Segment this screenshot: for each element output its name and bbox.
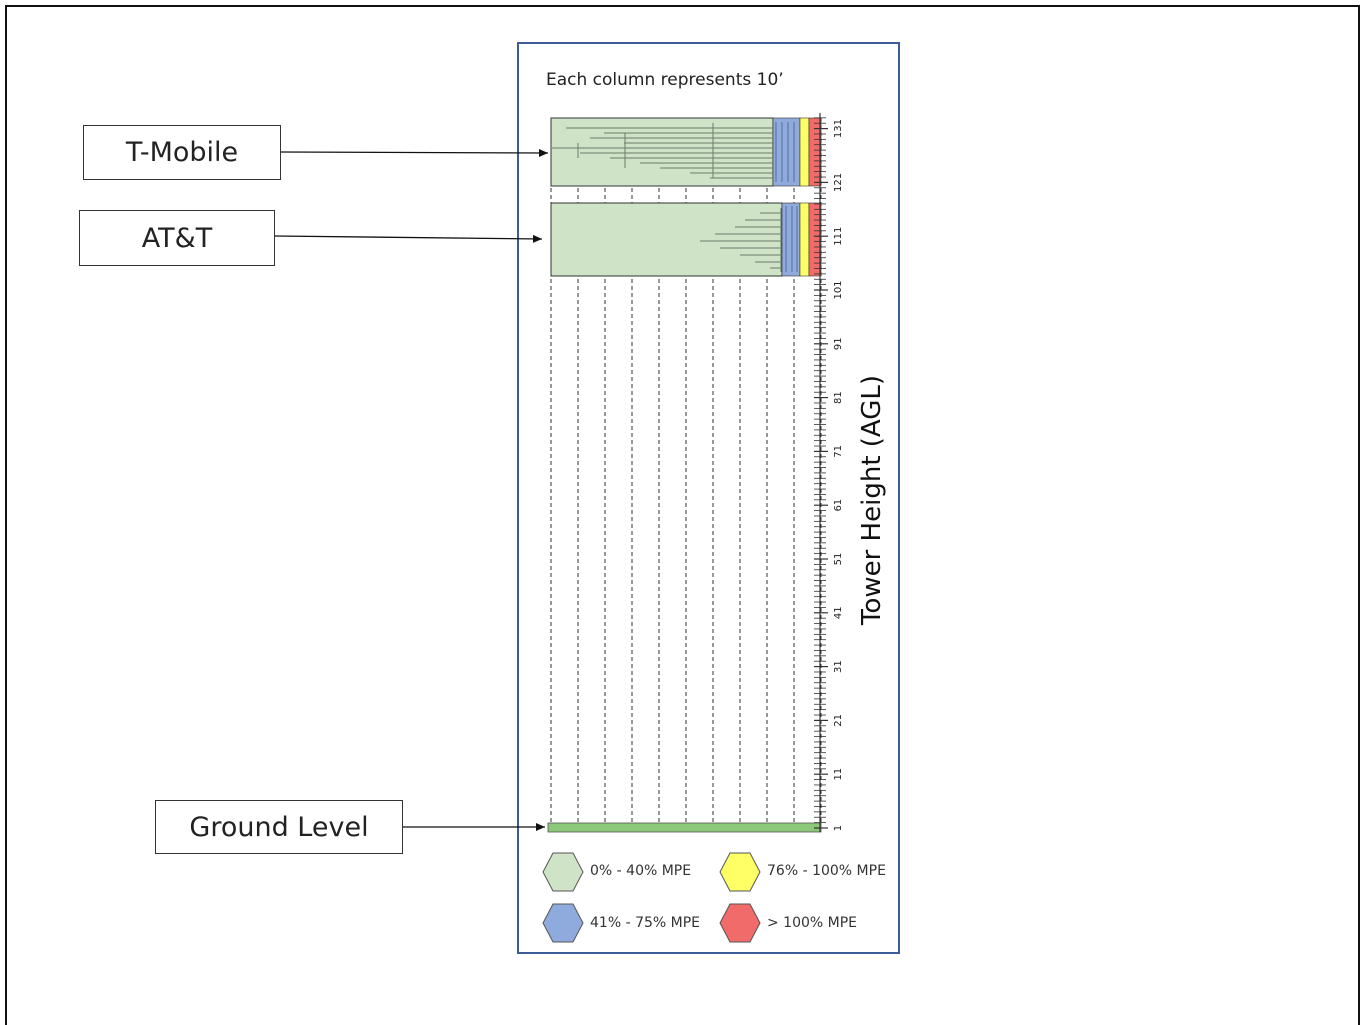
column-dividers [550, 118, 822, 823]
t-mobile-high-zone [799, 117, 810, 187]
ruler-label: 71 [833, 445, 844, 458]
att-band [550, 202, 822, 277]
legend-hex-moderate [542, 903, 584, 943]
ruler-ticks [814, 117, 828, 829]
ruler-label: 1 [833, 825, 844, 831]
legend-label-moderate: 41% - 75% MPE [590, 915, 701, 931]
t-mobile-label: T-Mobile [83, 125, 281, 180]
ruler-label: 21 [833, 714, 844, 727]
t-mobile-contour-lines [552, 122, 795, 182]
ruler-label: 131 [833, 119, 844, 138]
ruler-label: 91 [833, 337, 844, 350]
legend-label-high: 76% - 100% MPE [767, 863, 886, 879]
t-mobile-moderate-zone [772, 117, 801, 187]
ruler-label: 51 [833, 553, 844, 566]
ruler-label: 61 [833, 499, 844, 512]
att-high-zone [799, 202, 810, 277]
ruler-label: 41 [833, 606, 844, 619]
legend-hex-low [542, 852, 584, 892]
outer-frame [5, 5, 1360, 1025]
legend-label-low: 0% - 40% MPE [590, 863, 692, 879]
ground-level-label: Ground Level [155, 800, 403, 854]
ruler-label: 81 [833, 391, 844, 404]
t-mobile-arrow [280, 148, 549, 157]
emission-panel [517, 42, 900, 954]
t-mobile-band [550, 117, 822, 187]
att-contour-lines [700, 206, 798, 272]
legend-swatches [542, 852, 761, 943]
ruler-label: 31 [833, 660, 844, 673]
legend-label-exceed: > 100% MPE [767, 915, 858, 931]
ruler-label: 11 [833, 768, 844, 781]
att-low-zone [550, 202, 783, 277]
att-label: AT&T [79, 210, 275, 266]
att-exceed-zone [808, 202, 822, 277]
t-mobile-low-zone [550, 117, 774, 187]
ruler-label: 111 [833, 227, 844, 246]
legend-hex-high [719, 852, 761, 892]
att-arrow [274, 234, 543, 243]
ruler-label: 101 [833, 280, 844, 299]
ground-bar [547, 822, 822, 833]
panel-caption: Each column represents 10’ [546, 70, 784, 90]
ruler-label: 121 [833, 173, 844, 192]
legend-hex-exceed [719, 903, 761, 943]
